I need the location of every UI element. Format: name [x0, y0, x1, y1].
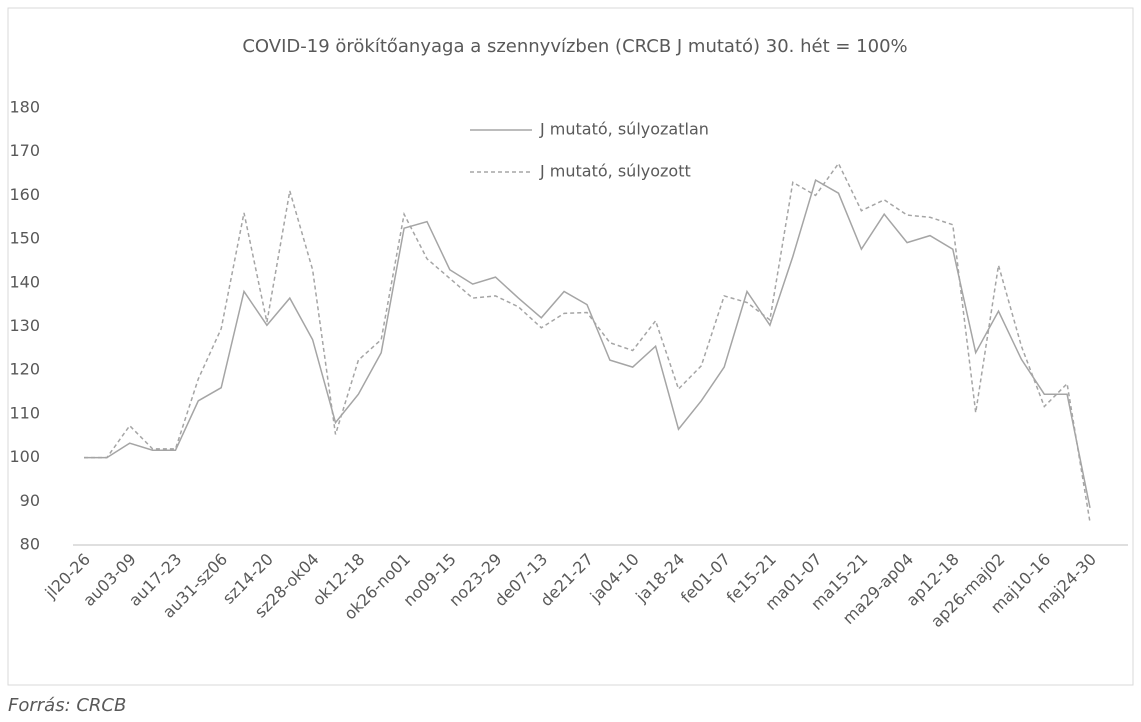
- y-tick-label: 170: [9, 141, 40, 160]
- y-tick-label: 160: [9, 185, 40, 204]
- y-tick-label: 100: [9, 447, 40, 466]
- line-series: [84, 162, 1091, 523]
- y-tick-label: 110: [9, 403, 40, 422]
- y-tick-label: 120: [9, 360, 40, 379]
- legend-label: J mutató, súlyozatlan: [539, 120, 709, 139]
- legend-label: J mutató, súlyozott: [539, 162, 691, 181]
- source-note: Forrás: CRCB: [8, 695, 126, 716]
- y-tick-label: 140: [9, 272, 40, 291]
- y-tick-label: 150: [9, 229, 40, 248]
- y-tick-label: 90: [20, 491, 40, 510]
- line-series: [84, 178, 1091, 509]
- y-tick-label: 80: [20, 535, 40, 554]
- chart-border: [7, 7, 1134, 686]
- y-tick-label: 180: [9, 98, 40, 117]
- chart-title: COVID-19 örökítőanyaga a szennyvízben (C…: [242, 36, 907, 57]
- y-tick-label: 130: [9, 316, 40, 335]
